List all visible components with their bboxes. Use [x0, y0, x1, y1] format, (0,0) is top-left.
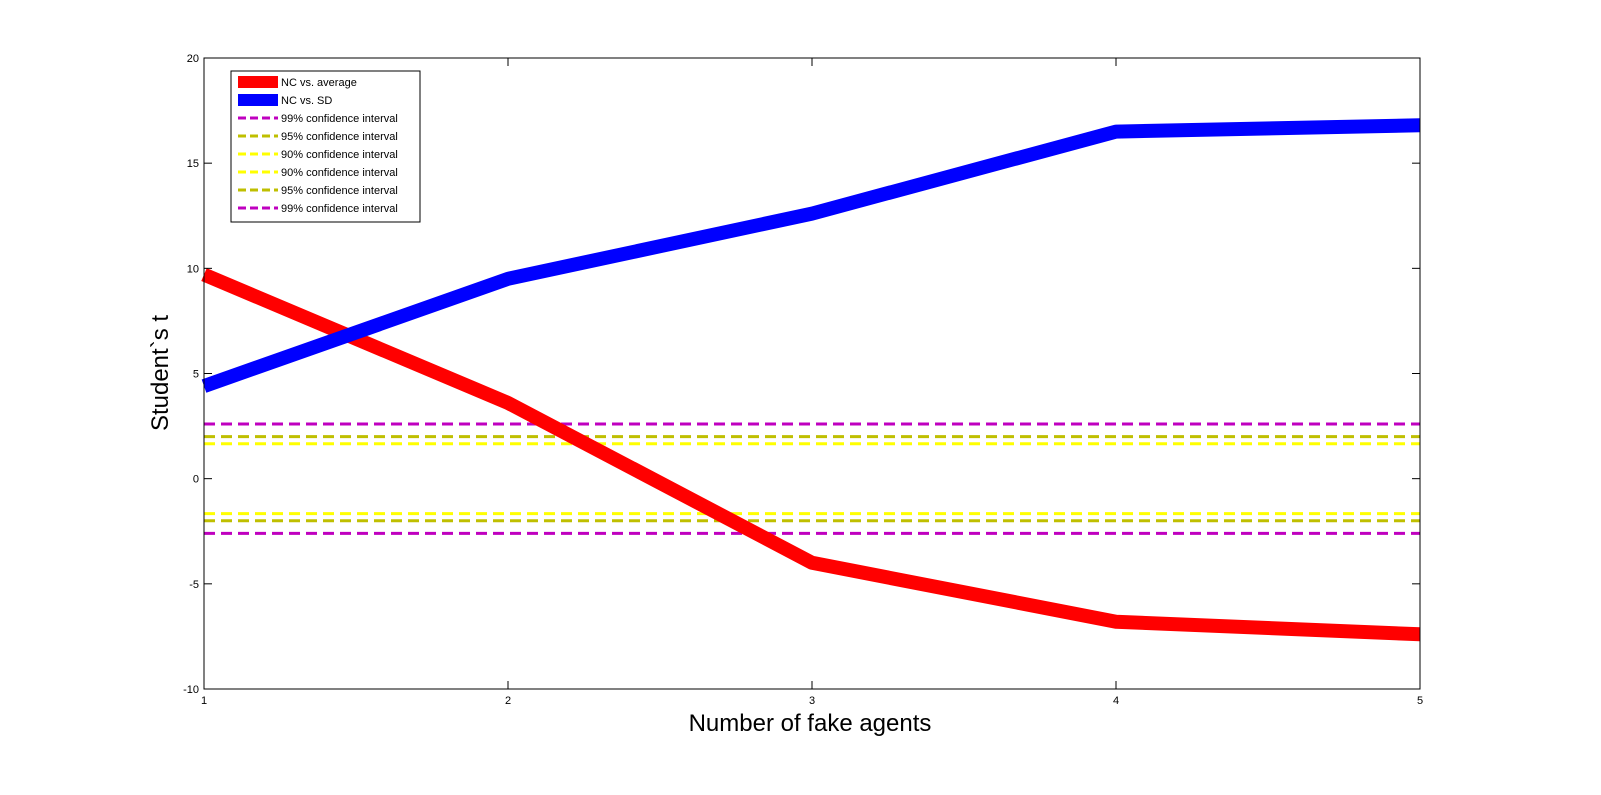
y-tick-label-0: -10: [183, 684, 199, 696]
y-tick-label-6: 20: [187, 53, 199, 65]
y-tick-label-2: 0: [193, 474, 199, 486]
y-tick-label-4: 10: [187, 263, 199, 275]
ticks-layer: 1 2 3 4 5 -10 -5 0 5 10 15 20: [183, 53, 1423, 707]
x-tick-label-1: 2: [505, 695, 511, 707]
y-tick-label-5: 15: [187, 158, 199, 170]
legend-box: [230, 70, 421, 223]
legend-label-2: 99% confidence interval: [281, 113, 398, 125]
legend-label-6: 95% confidence interval: [281, 185, 398, 197]
y-tick-label-1: -5: [189, 579, 199, 591]
series-line-1: [201, 118, 1421, 393]
x-tick-label-3: 4: [1113, 695, 1119, 707]
y-tick-label-3: 5: [193, 369, 199, 381]
legend-label-5: 90% confidence interval: [281, 167, 398, 179]
x-axis-label: Number of fake agents: [689, 710, 932, 737]
legend-label-7: 99% confidence interval: [281, 203, 398, 215]
x-tick-label-2: 3: [809, 695, 815, 707]
x-tick-label-0: 1: [201, 695, 207, 707]
y-axis-label: Student`s t: [147, 315, 174, 431]
legend-label-0: NC vs. average: [281, 77, 357, 89]
legend: NC vs. average NC vs. SD 99% confidence in…: [230, 70, 421, 223]
x-tick-label-4: 5: [1417, 695, 1423, 707]
series-layer: [201, 118, 1421, 642]
legend-label-3: 95% confidence interval: [281, 131, 398, 143]
legend-label-1: NC vs. SD: [281, 95, 332, 107]
legend-label-4: 90% confidence interval: [281, 149, 398, 161]
series-line-0: [201, 268, 1421, 642]
